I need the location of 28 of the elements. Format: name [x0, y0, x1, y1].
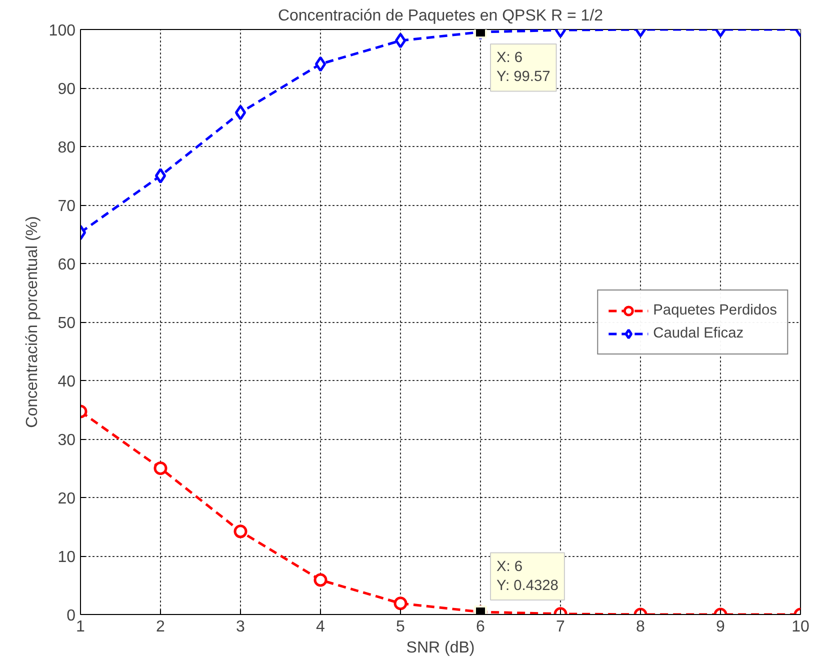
y-tick-label: 40 — [58, 374, 76, 390]
x-tick-label: 10 — [792, 618, 810, 636]
x-tick-label: 6 — [476, 618, 486, 636]
chart-title: Concentración de Paquetes en QPSK R = 1/2 — [278, 8, 604, 24]
y-tick-label: 100 — [48, 22, 76, 40]
y-tick-label: 90 — [58, 81, 76, 98]
x-tick-label: 1 — [76, 618, 86, 636]
y-axis-title: Concentración porcentual (%) — [24, 216, 41, 428]
legend-label: Caudal Eficaz — [653, 325, 744, 341]
y-tick-label: 30 — [58, 432, 76, 449]
x-tick-label: 7 — [556, 618, 566, 636]
legend-label: Paquetes Perdidos — [653, 302, 777, 318]
x-tick-label: 9 — [716, 618, 726, 636]
x-tick-label: 5 — [396, 618, 406, 636]
y-tick-label: 10 — [58, 549, 76, 566]
y-tick-label: 60 — [58, 256, 76, 274]
y-tick-label: 20 — [58, 490, 76, 508]
x-tick-label: 3 — [236, 618, 246, 636]
y-tick-label: 80 — [58, 140, 76, 156]
x-tick-label: 2 — [156, 618, 166, 636]
y-tick-label: 0 — [66, 608, 76, 624]
annotation: X: 6 Y: 0.4328 — [496, 558, 558, 594]
x-tick-label: 4 — [316, 618, 326, 636]
x-tick-label: 8 — [636, 618, 646, 636]
x-axis-title: SNR (dB) — [406, 640, 475, 656]
annotation: X: 6 Y: 99.57 — [496, 50, 550, 86]
y-tick-label: 50 — [58, 315, 76, 332]
y-tick-label: 70 — [58, 198, 76, 215]
